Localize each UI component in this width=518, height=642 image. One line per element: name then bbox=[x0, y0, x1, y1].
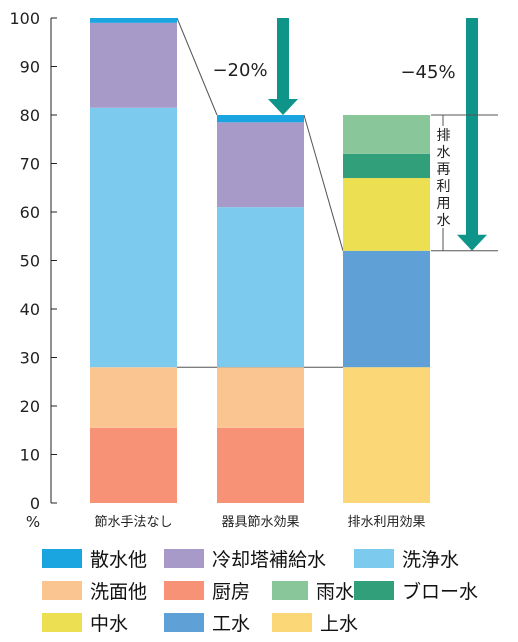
x-axis: 節水手法なし 器具節水効果 排水利用効果 bbox=[94, 515, 425, 530]
legend-item-sansui: 散水他 bbox=[42, 545, 164, 572]
legend-label: 雨水 bbox=[315, 580, 354, 603]
legend-label: 工水 bbox=[212, 612, 251, 635]
legend-item-chusui: 中水 bbox=[42, 609, 164, 636]
legend-swatch bbox=[42, 580, 82, 600]
legend-swatch bbox=[42, 612, 82, 632]
legend-swatch bbox=[354, 580, 394, 600]
legend-item-kosui: 工水 bbox=[164, 609, 272, 636]
legend-item-blow: ブロー水 bbox=[354, 577, 504, 604]
bracket-label-char: 排 bbox=[437, 128, 451, 144]
bars bbox=[90, 18, 430, 503]
bracket-label-char: 水 bbox=[437, 145, 451, 161]
bar-segment bbox=[217, 427, 304, 503]
bar-segment bbox=[343, 367, 430, 503]
bar-segment bbox=[343, 250, 430, 368]
y-tick-label: 20 bbox=[20, 397, 40, 416]
reduction-label: −20% bbox=[212, 60, 267, 81]
reduction-arrow bbox=[457, 18, 487, 251]
y-tick-label: 70 bbox=[20, 155, 40, 174]
y-tick-label: 30 bbox=[20, 349, 40, 368]
bracket-label-bg bbox=[436, 194, 451, 211]
legend-row: 散水他 冷却塔補給水 洗浄水 bbox=[42, 542, 512, 574]
bracket-label-bg bbox=[436, 126, 451, 143]
bracket-label-bg bbox=[436, 177, 451, 194]
bracket-label-char: 再 bbox=[437, 162, 451, 178]
legend-label: 洗面他 bbox=[90, 580, 148, 603]
bar-segment bbox=[217, 122, 304, 208]
legend-row: 洗面他 厨房 雨水 ブロー水 bbox=[42, 574, 512, 606]
legend-swatch bbox=[164, 580, 204, 600]
bar-segment bbox=[90, 18, 177, 23]
y-tick-label: 80 bbox=[20, 106, 40, 125]
bar-segment bbox=[217, 367, 304, 428]
bar-segment bbox=[217, 207, 304, 368]
bracket-label-char: 水 bbox=[437, 213, 451, 229]
guide-line bbox=[176, 17, 218, 116]
bar-segment bbox=[343, 178, 430, 251]
bracket-label-bg bbox=[436, 143, 451, 160]
legend-swatch bbox=[354, 548, 394, 568]
y-tick-label: 50 bbox=[20, 252, 40, 271]
legend-label: 散水他 bbox=[90, 548, 148, 571]
bracket-label-char: 利 bbox=[437, 179, 451, 195]
reduction-arrows bbox=[268, 18, 487, 251]
bar-segment bbox=[343, 153, 430, 179]
legend-item-chubo: 厨房 bbox=[164, 577, 272, 604]
bar-segment bbox=[90, 367, 177, 428]
legend-label: 洗浄水 bbox=[402, 548, 460, 571]
legend-item-senmen: 洗面他 bbox=[42, 577, 164, 604]
bracket-label-bg bbox=[436, 211, 451, 228]
legend: 散水他 冷却塔補給水 洗浄水 洗面他 厨房 雨水 ブロー水 bbox=[42, 542, 512, 638]
legend-label: 冷却塔補給水 bbox=[212, 548, 327, 571]
legend-label: 厨房 bbox=[212, 580, 251, 603]
bar-segment bbox=[90, 427, 177, 503]
bar-segment bbox=[90, 107, 177, 368]
x-tick-label: 器具節水効果 bbox=[221, 515, 299, 530]
y-tick-label: 60 bbox=[20, 203, 40, 222]
legend-label: ブロー水 bbox=[402, 580, 479, 603]
y-tick-label: 10 bbox=[20, 446, 40, 465]
legend-label: 中水 bbox=[90, 612, 129, 635]
legend-row: 中水 工水 上水 bbox=[42, 606, 512, 638]
x-tick-label: 排水利用効果 bbox=[347, 515, 425, 530]
legend-swatch bbox=[272, 612, 312, 632]
legend-item-usui: 雨水 bbox=[272, 577, 354, 604]
reduction-label: −45% bbox=[400, 62, 455, 83]
guide-line bbox=[303, 114, 344, 251]
legend-swatch bbox=[164, 612, 204, 632]
legend-item-reikyakuto: 冷却塔補給水 bbox=[164, 545, 354, 572]
legend-item-senjo: 洗浄水 bbox=[354, 545, 504, 572]
bracket-label-char: 用 bbox=[437, 196, 451, 212]
bar-segment bbox=[217, 115, 304, 123]
y-tick-label: 100 bbox=[9, 9, 40, 28]
bar-segment bbox=[90, 22, 177, 108]
bar-segment bbox=[343, 115, 430, 154]
legend-swatch bbox=[42, 548, 82, 568]
legend-item-josui: 上水 bbox=[272, 609, 372, 636]
reduction-arrow bbox=[268, 18, 298, 115]
bracket-label-bg bbox=[436, 160, 451, 177]
y-axis-label: % bbox=[26, 513, 40, 531]
legend-label: 上水 bbox=[320, 612, 359, 635]
y-tick-label: 90 bbox=[20, 58, 40, 77]
x-tick-label: 節水手法なし bbox=[94, 515, 172, 530]
y-axis: 0 10 20 30 40 50 60 70 80 90 100% bbox=[9, 9, 57, 531]
legend-swatch bbox=[164, 548, 204, 568]
y-tick-label: 40 bbox=[20, 300, 40, 319]
y-tick-label: 0 bbox=[30, 494, 40, 513]
legend-swatch bbox=[272, 580, 308, 600]
